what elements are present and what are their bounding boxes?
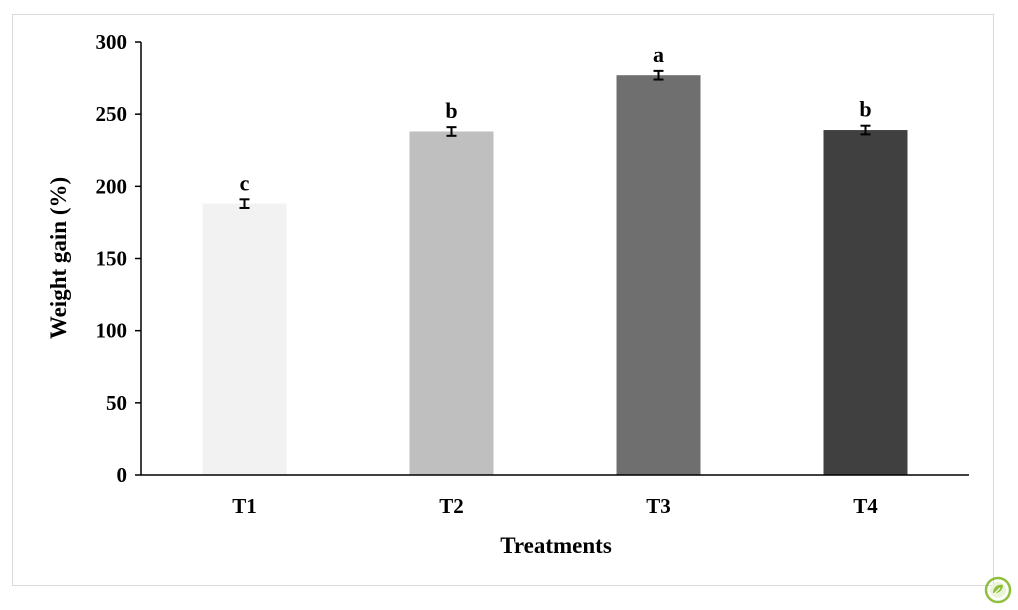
significance-letter: b	[445, 98, 457, 123]
y-tick-label: 300	[96, 30, 128, 54]
x-axis-title: Treatments	[500, 533, 612, 558]
y-tick-label: 150	[96, 247, 128, 271]
plot-area: 0 50 100 150 200 250 300 c T1 b T2 a T3 b T4	[96, 30, 969, 518]
significance-letter: a	[653, 42, 664, 67]
x-tick-label: T1	[232, 494, 257, 518]
leaf-badge-icon	[984, 576, 1012, 604]
y-tick-label: 0	[117, 463, 128, 487]
x-tick-label: T2	[439, 494, 464, 518]
y-tick-label: 200	[96, 174, 128, 198]
x-tick-label: T4	[853, 494, 878, 518]
bar-t4	[823, 130, 908, 475]
y-tick-label: 50	[106, 391, 127, 415]
y-tick-label: 100	[96, 319, 128, 343]
bar-t2	[409, 131, 494, 475]
bar-t3	[616, 75, 701, 476]
y-axis-title: Weight gain (%)	[46, 177, 71, 339]
significance-letter: c	[240, 170, 250, 195]
significance-letter: b	[859, 97, 871, 122]
x-tick-label: T3	[646, 494, 671, 518]
bar-t1	[202, 203, 287, 476]
y-tick-label: 250	[96, 102, 128, 126]
